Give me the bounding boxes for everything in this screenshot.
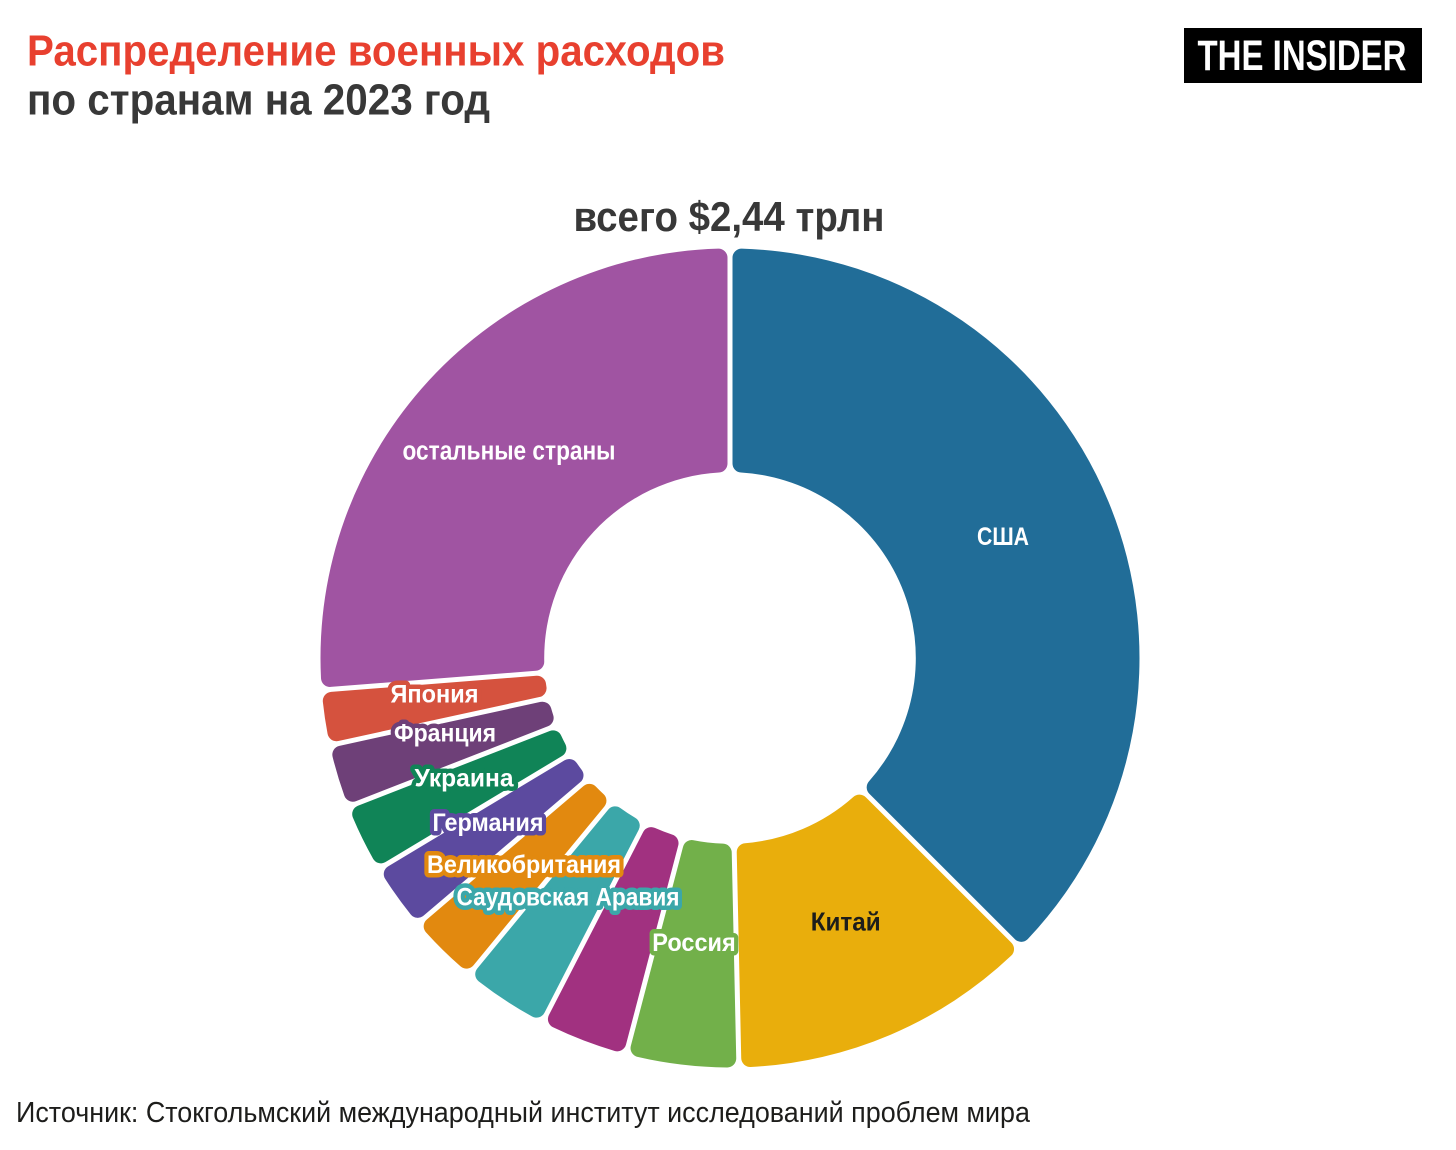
svg-text:Источник: Стокгольмский междун: Источник: Стокгольмский международный ин… bbox=[16, 1097, 1031, 1129]
svg-text:всего $2,44 трлн: всего $2,44 трлн bbox=[574, 193, 885, 240]
svg-text:Украина: Украина bbox=[415, 765, 515, 793]
svg-text:Франция: Франция bbox=[394, 720, 496, 748]
svg-text:Китай: Китай bbox=[811, 907, 881, 937]
svg-text:по странам на 2023 год: по странам на 2023 год bbox=[27, 76, 490, 125]
svg-text:Распределение военных расходов: Распределение военных расходов bbox=[27, 27, 725, 76]
svg-text:Россия: Россия bbox=[652, 929, 735, 957]
svg-text:Великобритания: Великобритания bbox=[427, 851, 621, 879]
svg-text:остальные страны: остальные страны bbox=[403, 436, 616, 466]
svg-text:Германия: Германия bbox=[433, 809, 544, 837]
svg-text:США: США bbox=[977, 523, 1029, 551]
svg-text:Саудовская Аравия: Саудовская Аравия bbox=[457, 884, 680, 912]
svg-text:Япония: Япония bbox=[391, 681, 479, 709]
svg-text:THE INSIDER: THE INSIDER bbox=[1198, 32, 1407, 80]
